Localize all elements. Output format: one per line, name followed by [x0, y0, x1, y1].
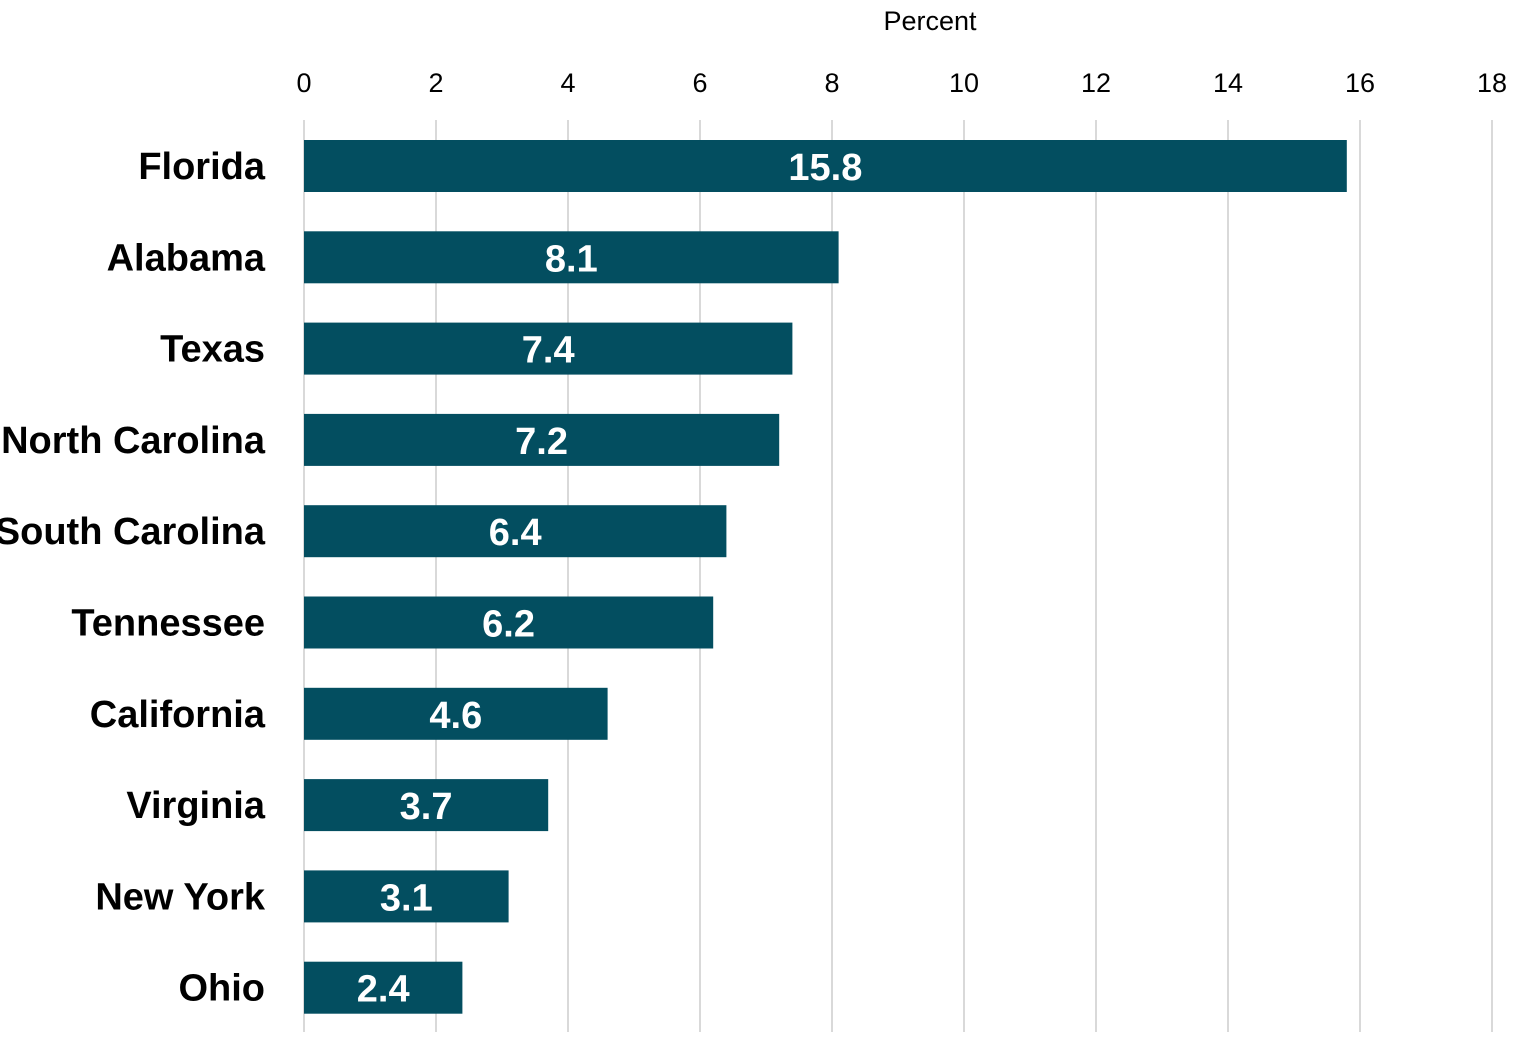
bar-ohio: [304, 961, 463, 1014]
bar-california: [304, 687, 608, 740]
bar-virginia: [304, 779, 549, 832]
bar-value-label: 4.6: [429, 695, 482, 737]
bar-value-label: 2.4: [357, 969, 410, 1011]
x-tick-label: 6: [692, 68, 707, 98]
bar-tennessee: [304, 596, 714, 649]
category-labels: Florida Alabama Texas North Carolina South C…: [0, 146, 266, 1010]
bar-value-label: 3.7: [400, 786, 453, 828]
bar-value-label: 6.2: [482, 604, 535, 646]
x-tick-label: 18: [1477, 68, 1507, 98]
bars: [304, 140, 1347, 1014]
category-label: Florida: [138, 146, 266, 188]
x-tick-label: 0: [296, 68, 311, 98]
category-label: Virginia: [126, 785, 266, 827]
category-label: South Carolina: [0, 511, 266, 553]
x-tick-label: 16: [1345, 68, 1375, 98]
bar-alabama: [304, 231, 839, 284]
category-label: Texas: [160, 329, 265, 371]
bar-new-york: [304, 870, 509, 923]
x-tick-label: 8: [824, 68, 839, 98]
bar-value-label: 8.1: [545, 238, 598, 280]
x-axis-title: Percent: [883, 6, 977, 36]
x-tick-label: 12: [1081, 68, 1111, 98]
bar-value-labels: 15.8 8.1 7.4 7.2 6.4 6.2 4.6 3.7 3.1 2.4: [357, 147, 863, 1011]
category-label: New York: [95, 876, 266, 918]
bar-value-label: 7.4: [522, 330, 575, 372]
bar-florida: [304, 140, 1347, 192]
x-tick-label: 2: [428, 68, 443, 98]
bar-value-label: 7.2: [515, 421, 568, 463]
x-tick-label: 10: [949, 68, 979, 98]
bar-value-label: 15.8: [788, 147, 862, 189]
category-label: North Carolina: [1, 420, 266, 462]
bar-south-carolina: [304, 505, 727, 558]
bar-value-label: 6.4: [489, 512, 542, 554]
category-label: Ohio: [178, 968, 265, 1010]
x-tick-label: 14: [1213, 68, 1243, 98]
bar-texas: [304, 322, 793, 375]
bar-north-carolina: [304, 413, 780, 466]
category-label: Tennessee: [71, 603, 265, 645]
category-label: Alabama: [107, 237, 266, 279]
x-axis-ticks: 0 2 4 6 8 10 12 14 16 18: [296, 68, 1507, 98]
x-tick-label: 4: [560, 68, 575, 98]
bar-value-label: 3.1: [380, 877, 433, 919]
category-label: California: [90, 694, 266, 736]
